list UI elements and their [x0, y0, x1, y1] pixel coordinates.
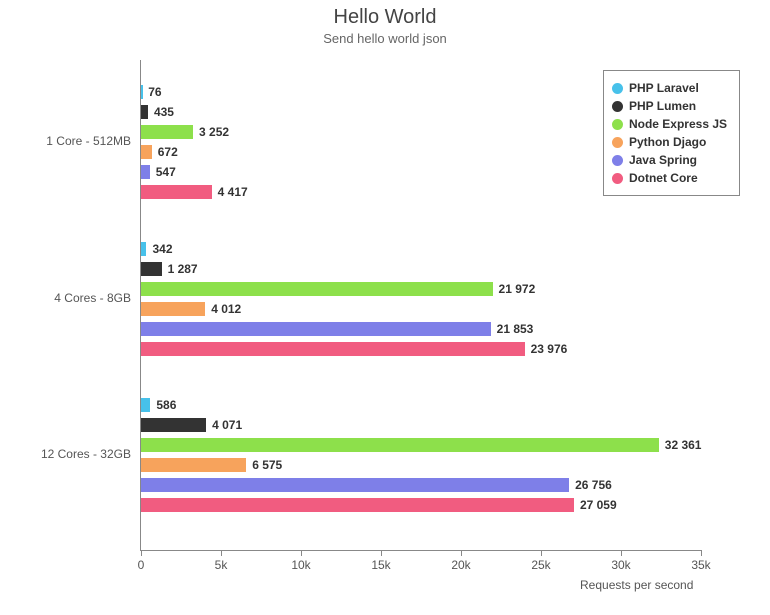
bar[interactable]: [141, 302, 205, 316]
y-axis-group-label: 1 Core - 512MB: [11, 134, 131, 148]
legend-label: Python Djago: [629, 133, 706, 151]
legend-label: Java Spring: [629, 151, 697, 169]
bar-value-label: 3 252: [199, 125, 229, 139]
legend: PHP LaravelPHP LumenNode Express JSPytho…: [603, 70, 740, 196]
x-axis-tick: 25k: [531, 558, 550, 572]
x-axis-tick-mark: [621, 550, 622, 556]
x-axis-tick: 0: [138, 558, 145, 572]
legend-swatch-icon: [612, 155, 623, 166]
legend-swatch-icon: [612, 137, 623, 148]
bar-value-label: 32 361: [665, 438, 702, 452]
legend-label: PHP Laravel: [629, 79, 699, 97]
legend-item[interactable]: Node Express JS: [612, 115, 727, 133]
x-axis-tick-mark: [221, 550, 222, 556]
bar[interactable]: [141, 105, 148, 119]
legend-item[interactable]: Java Spring: [612, 151, 727, 169]
legend-label: Node Express JS: [629, 115, 727, 133]
x-axis-tick-mark: [141, 550, 142, 556]
x-axis-tick-mark: [461, 550, 462, 556]
bar[interactable]: [141, 282, 493, 296]
legend-item[interactable]: PHP Lumen: [612, 97, 727, 115]
bar-value-label: 21 853: [497, 322, 534, 336]
bar-value-label: 1 287: [168, 262, 198, 276]
bar[interactable]: [141, 438, 659, 452]
chart-title: Hello World: [0, 0, 770, 29]
x-axis-tick-mark: [701, 550, 702, 556]
bar-value-label: 4 417: [218, 185, 248, 199]
bar-value-label: 4 071: [212, 418, 242, 432]
x-axis-title: Requests per second: [580, 578, 693, 592]
bar-value-label: 672: [158, 145, 178, 159]
bar[interactable]: [141, 85, 143, 99]
bar-value-label: 76: [148, 85, 161, 99]
legend-swatch-icon: [612, 101, 623, 112]
x-axis-tick-mark: [301, 550, 302, 556]
chart-container: Hello World Send hello world json 0 5k 10k…: [0, 0, 770, 615]
bar[interactable]: [141, 165, 150, 179]
bar[interactable]: [141, 478, 569, 492]
y-axis-group-label: 4 Cores - 8GB: [11, 291, 131, 305]
legend-label: Dotnet Core: [629, 169, 698, 187]
bar[interactable]: [141, 498, 574, 512]
bar-value-label: 435: [154, 105, 174, 119]
legend-label: PHP Lumen: [629, 97, 696, 115]
bar[interactable]: [141, 185, 212, 199]
x-axis-tick: 5k: [215, 558, 228, 572]
bar[interactable]: [141, 342, 525, 356]
bar[interactable]: [141, 242, 146, 256]
legend-swatch-icon: [612, 173, 623, 184]
x-axis-tick-mark: [541, 550, 542, 556]
bar-value-label: 21 972: [499, 282, 536, 296]
bar[interactable]: [141, 458, 246, 472]
bar[interactable]: [141, 418, 206, 432]
legend-item[interactable]: Dotnet Core: [612, 169, 727, 187]
bar[interactable]: [141, 398, 150, 412]
bar-value-label: 4 012: [211, 302, 241, 316]
x-axis-tick: 30k: [611, 558, 630, 572]
x-axis-tick: 20k: [451, 558, 470, 572]
legend-item[interactable]: Python Djago: [612, 133, 727, 151]
bar[interactable]: [141, 262, 162, 276]
bar-value-label: 27 059: [580, 498, 617, 512]
legend-item[interactable]: PHP Laravel: [612, 79, 727, 97]
bar-value-label: 26 756: [575, 478, 612, 492]
bar[interactable]: [141, 125, 193, 139]
x-axis-tick: 35k: [691, 558, 710, 572]
chart-subtitle: Send hello world json: [0, 31, 770, 46]
bar-value-label: 6 575: [252, 458, 282, 472]
x-axis-tick: 10k: [291, 558, 310, 572]
bar-value-label: 23 976: [531, 342, 568, 356]
x-axis-tick-mark: [381, 550, 382, 556]
bar-value-label: 547: [156, 165, 176, 179]
bar[interactable]: [141, 145, 152, 159]
bar[interactable]: [141, 322, 491, 336]
x-axis-tick: 15k: [371, 558, 390, 572]
y-axis-group-label: 12 Cores - 32GB: [11, 447, 131, 461]
bar-value-label: 342: [152, 242, 172, 256]
bar-value-label: 586: [156, 398, 176, 412]
legend-swatch-icon: [612, 119, 623, 130]
legend-swatch-icon: [612, 83, 623, 94]
